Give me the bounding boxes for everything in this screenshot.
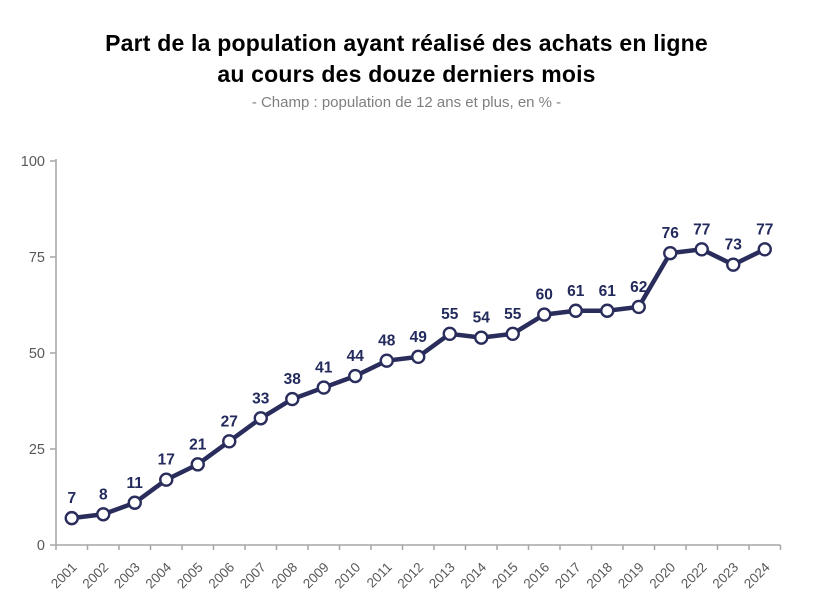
chart-subtitle: - Champ : population de 12 ans et plus, … [251, 94, 562, 111]
data-point-label: 77 [756, 221, 773, 238]
x-axis-tick-label: 2020 [647, 560, 679, 592]
x-axis-tick-label: 2011 [364, 560, 395, 591]
data-point-marker [537, 307, 552, 322]
data-point-label: 7 [67, 490, 76, 507]
data-point-marker [348, 368, 363, 384]
x-axis-tick-label: 2004 [143, 559, 175, 591]
data-point-marker [600, 303, 615, 318]
data-point-label: 8 [99, 486, 108, 503]
data-labels-group: 7 8 11 17 21 27 33 38 41 44 48 49 55 54 55 60 61 61 62 76 77… [67, 221, 773, 507]
y-axis-tick-label: 100 [21, 154, 45, 170]
data-point-marker [757, 242, 772, 257]
x-axis-tick-label: 2023 [710, 560, 742, 592]
x-axis-tick-label: 2001 [48, 560, 80, 592]
data-point-label: 11 [127, 475, 144, 492]
x-axis-tick-label: 2008 [269, 560, 301, 592]
y-axis-tick-label: 50 [29, 346, 45, 362]
chart-title-line1: Part de la population ayant réalisé des … [105, 30, 708, 56]
x-axis-tick-label: 2019 [615, 560, 647, 592]
x-axis-tick-label: 2005 [174, 560, 206, 592]
data-point-label: 76 [662, 225, 680, 242]
data-point-marker [442, 326, 457, 342]
data-point-marker [474, 330, 489, 345]
data-point-marker [694, 242, 709, 257]
x-axis-tick-label: 2018 [584, 560, 616, 592]
y-axis-tick-label: 25 [29, 442, 45, 458]
data-point-label: 48 [378, 333, 396, 350]
chart-title-line2: au cours des douze derniers mois [217, 61, 596, 87]
series-group [64, 242, 772, 526]
x-axis-tick-label: 2012 [395, 560, 427, 592]
data-point-label: 62 [630, 279, 647, 296]
data-point-marker [411, 349, 426, 365]
data-point-label: 17 [158, 452, 175, 469]
x-axis-tick-label: 2006 [206, 560, 238, 592]
data-point-marker [379, 353, 394, 368]
data-point-marker [64, 510, 79, 526]
data-point-label: 49 [410, 329, 428, 346]
x-axis-tick-label: 2009 [300, 560, 332, 592]
data-point-label: 61 [599, 283, 617, 300]
y-axis-tick-label: 75 [29, 250, 45, 266]
data-point-marker [253, 411, 268, 426]
data-point-label: 55 [504, 306, 522, 323]
data-point-marker [631, 299, 646, 315]
data-point-label: 55 [441, 306, 459, 323]
x-axis-tick-label: 2003 [111, 560, 143, 592]
x-axis-tick-label: 2014 [458, 559, 490, 591]
data-point-label: 21 [189, 436, 207, 453]
data-point-label: 38 [284, 371, 302, 388]
data-point-marker [568, 303, 583, 318]
data-point-marker [190, 457, 205, 472]
x-axis-tick-label: 2016 [521, 560, 553, 592]
data-point-marker [316, 380, 331, 395]
data-point-label: 60 [536, 287, 553, 304]
chart-title: Part de la population ayant réalisé des … [0, 0, 813, 90]
x-axis-tick-label: 2015 [489, 560, 521, 592]
data-point-label: 27 [221, 413, 238, 430]
x-axis-tick-label: 2010 [332, 560, 364, 592]
series-line [69, 247, 767, 521]
data-point-marker [726, 257, 741, 272]
x-axis-tick-label: 2013 [426, 560, 458, 592]
data-point-label: 41 [315, 360, 333, 377]
x-axis-tick-label: 2017 [552, 560, 584, 592]
data-point-label: 77 [693, 221, 710, 238]
x-axis-tick-label: 2024 [741, 559, 773, 591]
data-point-marker [505, 326, 520, 342]
data-point-label: 44 [347, 348, 365, 365]
x-axis-tick-label: 2002 [80, 560, 112, 592]
data-point-marker [96, 507, 111, 522]
data-point-label: 73 [725, 237, 743, 254]
data-point-marker [159, 472, 174, 487]
x-axis-tick-label: 2022 [678, 560, 710, 592]
data-point-label: 54 [473, 310, 491, 327]
data-point-label: 61 [567, 283, 585, 300]
data-point-marker [222, 434, 237, 449]
data-point-marker [285, 391, 300, 407]
data-point-marker [663, 245, 678, 261]
data-point-marker [127, 495, 142, 510]
x-axis-tick-label: 2007 [237, 560, 269, 592]
data-point-label: 33 [252, 390, 270, 407]
y-axis-tick-label: 0 [37, 538, 45, 554]
